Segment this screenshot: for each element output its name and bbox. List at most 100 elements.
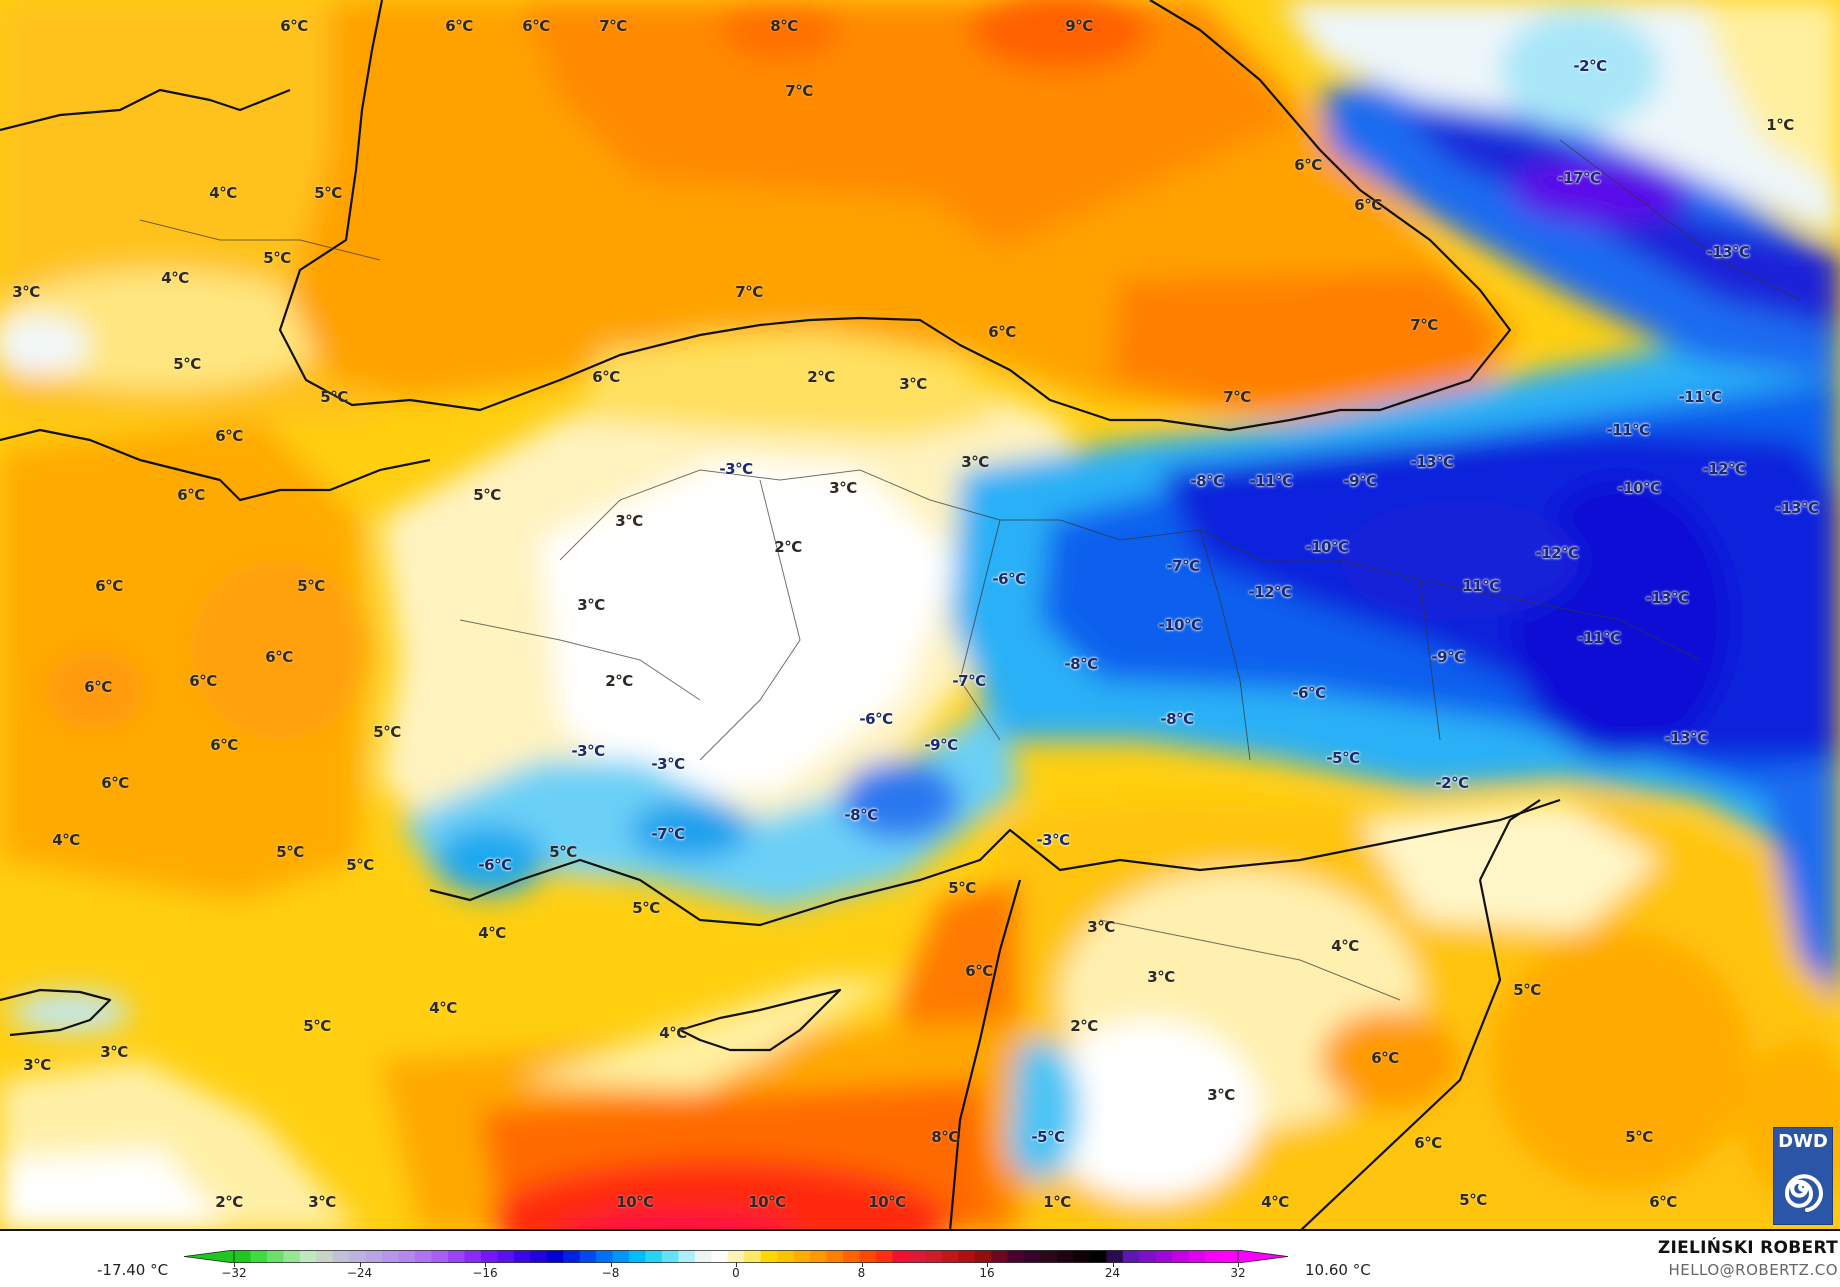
temperature-label: -13°C (1706, 243, 1750, 261)
colorbar-tick-mark (234, 1262, 235, 1267)
temperature-label: 3°C (899, 375, 927, 393)
temperature-map: 6°C 6°C 6°C 7°C 8°C 9°C 7°C -2°C 1°C 6°C -17°C 6°C 4… (0, 0, 1840, 1231)
temperature-label: 10°C (868, 1193, 906, 1211)
temperature-label: -11°C (1606, 421, 1650, 439)
temperature-label: 5°C (473, 486, 501, 504)
temperature-label: 3°C (829, 479, 857, 497)
temperature-label: -13°C (1645, 589, 1689, 607)
temperature-label: 10°C (616, 1193, 654, 1211)
temperature-label: 7°C (1410, 316, 1438, 334)
temperature-label: 8°C (770, 17, 798, 35)
temperature-label: 6°C (280, 17, 308, 35)
temperature-label: 4°C (161, 269, 189, 287)
temperature-label: 5°C (632, 899, 660, 917)
temperature-label: 3°C (23, 1056, 51, 1074)
temperature-label: -3°C (571, 742, 605, 760)
temperature-label: -6°C (1292, 684, 1326, 702)
temperature-label: 7°C (785, 82, 813, 100)
temperature-field (0, 0, 1840, 1229)
colorbar-tick-label: 32 (1230, 1266, 1246, 1280)
temperature-label: -6°C (859, 710, 893, 728)
temperature-label: 2°C (774, 538, 802, 556)
temperature-label: 6°C (95, 577, 123, 595)
temperature-label: 3°C (1087, 918, 1115, 936)
temperature-label: -12°C (1248, 583, 1292, 601)
temperature-label: -9°C (924, 736, 958, 754)
temperature-label: -9°C (1431, 648, 1465, 666)
colorbar-tick-label: −16 (472, 1266, 498, 1280)
temperature-label: 3°C (577, 596, 605, 614)
colorbar-tick-label: 0 (732, 1266, 740, 1280)
temperature-label: 6°C (265, 648, 293, 666)
temperature-label: -6°C (478, 856, 512, 874)
colorbar-tick-mark (861, 1262, 863, 1267)
temperature-label: -11°C (1678, 388, 1722, 406)
temperature-label: 7°C (1223, 388, 1251, 406)
temperature-label: 2°C (807, 368, 835, 386)
temperature-label: 4°C (659, 1024, 687, 1042)
temperature-label: 9°C (1065, 17, 1093, 35)
colorbar-tick-label: 8 (857, 1266, 866, 1280)
temperature-label: -6°C (992, 570, 1026, 588)
temperature-label: -5°C (1031, 1128, 1065, 1146)
temperature-label: 5°C (173, 355, 201, 373)
temperature-label: 6°C (592, 368, 620, 386)
temperature-label: 6°C (1414, 1134, 1442, 1152)
colorbar-tick-label: 16 (979, 1266, 995, 1280)
temperature-label: 6°C (215, 427, 243, 445)
temperature-label: 4°C (478, 924, 506, 942)
temperature-label: 3°C (308, 1193, 336, 1211)
temperature-label: 4°C (209, 184, 237, 202)
temperature-label: -8°C (1160, 710, 1194, 728)
temperature-label: -7°C (952, 672, 986, 690)
colorbar-tick-mark (610, 1262, 612, 1267)
temperature-label: 3°C (1147, 968, 1175, 986)
colorbar-min-value: -17.40 °C (97, 1261, 169, 1279)
temperature-label: -7°C (1166, 557, 1200, 575)
temperature-label: 6°C (101, 774, 129, 792)
temperature-label: 5°C (1459, 1191, 1487, 1209)
temperature-label: -13°C (1410, 453, 1454, 471)
swirl-icon (1784, 1174, 1823, 1212)
temperature-label: 5°C (263, 249, 291, 267)
colorbar-legend: -17.40 °C −32 −24 −16 −8 0 8 16 24 32 10.60 °C Z… (0, 1231, 1840, 1287)
temperature-label: 3°C (100, 1043, 128, 1061)
temperature-label: 1°C (1766, 116, 1794, 134)
author-credit: ZIELIŃSKI ROBERT (1657, 1238, 1838, 1258)
colorbar-tick-mark (987, 1262, 988, 1267)
temperature-label: 6°C (522, 17, 550, 35)
temperature-label: 5°C (373, 723, 401, 741)
colorbar-tick-mark (485, 1262, 486, 1267)
temperature-label: -13°C (1664, 729, 1708, 747)
temperature-label: -10°C (1305, 538, 1349, 556)
author-email: HELLO@ROBERTZ.CO (1668, 1261, 1838, 1279)
temperature-label: 7°C (735, 283, 763, 301)
temperature-label: 2°C (1070, 1017, 1098, 1035)
temperature-label: -11°C (1249, 472, 1293, 490)
temperature-label: 2°C (605, 672, 633, 690)
temperature-label: 7°C (599, 17, 627, 35)
colorbar-tick-label: −32 (221, 1266, 247, 1280)
temperature-label: 6°C (177, 486, 205, 504)
temperature-label: 6°C (84, 678, 112, 696)
temperature-label: 5°C (346, 856, 374, 874)
temperature-label: 6°C (988, 323, 1016, 341)
temperature-label: 5°C (320, 388, 348, 406)
temperature-label: 6°C (210, 736, 238, 754)
colorbar-max-value: 10.60 °C (1305, 1261, 1371, 1279)
temperature-label: -8°C (844, 806, 878, 824)
temperature-label: 6°C (1294, 156, 1322, 174)
temperature-label: 6°C (189, 672, 217, 690)
temperature-label: 11°C (1462, 577, 1500, 595)
temperature-label: -13°C (1775, 499, 1819, 517)
temperature-label: -2°C (1573, 57, 1607, 75)
temperature-label: -12°C (1535, 544, 1579, 562)
temperature-label: 5°C (303, 1017, 331, 1035)
temperature-label: 6°C (1371, 1049, 1399, 1067)
temperature-label: 3°C (961, 453, 989, 471)
colorbar-tick-label: −8 (601, 1266, 620, 1280)
temperature-label: -8°C (1190, 472, 1224, 490)
colorbar-tick-mark (359, 1262, 361, 1267)
colorbar (184, 1250, 1288, 1263)
temperature-label: 5°C (314, 184, 342, 202)
